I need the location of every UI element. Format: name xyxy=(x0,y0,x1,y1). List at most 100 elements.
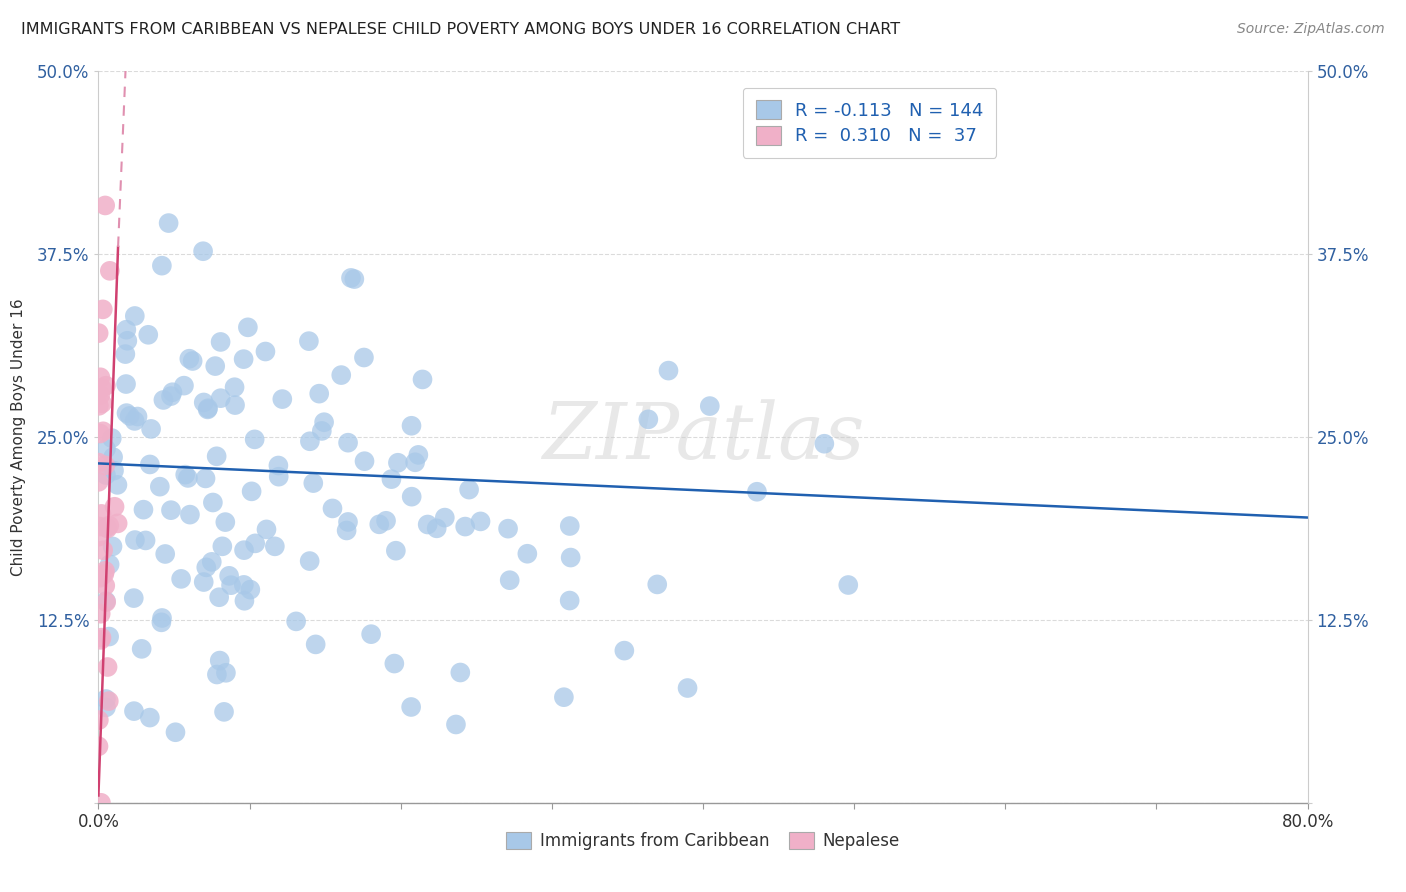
Point xyxy=(298,434,321,449)
Point xyxy=(645,577,668,591)
Point xyxy=(94,564,117,578)
Point xyxy=(96,521,118,535)
Point xyxy=(139,458,162,472)
Point xyxy=(343,272,366,286)
Point xyxy=(152,392,174,407)
Point xyxy=(193,575,215,590)
Point xyxy=(124,533,146,547)
Point xyxy=(90,381,112,395)
Point xyxy=(115,323,138,337)
Point xyxy=(194,471,217,485)
Point xyxy=(98,630,121,644)
Point xyxy=(353,454,375,468)
Text: IMMIGRANTS FROM CARIBBEAN VS NEPALESE CHILD POVERTY AMONG BOYS UNDER 16 CORRELAT: IMMIGRANTS FROM CARIBBEAN VS NEPALESE CH… xyxy=(21,22,900,37)
Point xyxy=(124,414,146,428)
Point xyxy=(89,568,111,582)
Point xyxy=(209,391,232,405)
Point xyxy=(401,418,423,433)
Point xyxy=(87,475,110,489)
Point xyxy=(285,615,308,629)
Point xyxy=(89,519,111,533)
Point xyxy=(173,378,195,392)
Point xyxy=(298,334,321,348)
Point xyxy=(150,615,173,630)
Point xyxy=(382,657,405,671)
Point xyxy=(245,536,267,550)
Point xyxy=(212,705,235,719)
Point xyxy=(375,514,398,528)
Point xyxy=(197,402,219,417)
Point xyxy=(90,507,112,521)
Point xyxy=(90,632,112,647)
Point xyxy=(139,710,162,724)
Point xyxy=(444,717,467,731)
Point xyxy=(89,426,111,441)
Point xyxy=(254,344,277,359)
Point xyxy=(240,484,263,499)
Point xyxy=(181,354,204,368)
Point xyxy=(256,523,278,537)
Point xyxy=(139,422,162,436)
Point xyxy=(157,216,180,230)
Point xyxy=(224,398,246,412)
Point xyxy=(458,483,481,497)
Point xyxy=(103,500,125,514)
Point xyxy=(699,399,721,413)
Point xyxy=(118,409,141,423)
Point xyxy=(90,607,112,621)
Point xyxy=(94,700,117,714)
Point xyxy=(87,399,110,413)
Point xyxy=(449,665,471,680)
Point xyxy=(314,415,336,429)
Point xyxy=(224,380,246,394)
Point xyxy=(336,524,359,538)
Point xyxy=(337,435,360,450)
Point xyxy=(232,578,254,592)
Point xyxy=(454,519,477,533)
Point xyxy=(837,578,859,592)
Point xyxy=(353,351,375,365)
Point xyxy=(305,637,328,651)
Point xyxy=(433,510,456,524)
Point xyxy=(267,458,290,473)
Text: ZIPatlas: ZIPatlas xyxy=(541,399,865,475)
Point xyxy=(676,681,699,695)
Point xyxy=(408,448,430,462)
Point xyxy=(236,320,259,334)
Point xyxy=(117,334,139,348)
Point xyxy=(637,412,659,426)
Point xyxy=(360,627,382,641)
Point xyxy=(91,396,114,410)
Point xyxy=(91,425,114,439)
Point xyxy=(215,665,238,680)
Point xyxy=(404,455,426,469)
Point xyxy=(558,519,581,533)
Point xyxy=(267,469,290,483)
Legend: Immigrants from Caribbean, Nepalese: Immigrants from Caribbean, Nepalese xyxy=(499,825,907,856)
Point xyxy=(560,550,582,565)
Point xyxy=(214,515,236,529)
Point xyxy=(98,558,121,572)
Point xyxy=(657,363,679,377)
Point xyxy=(114,347,136,361)
Point xyxy=(94,198,117,212)
Point xyxy=(165,725,187,739)
Point xyxy=(115,377,138,392)
Point xyxy=(93,567,115,582)
Point xyxy=(516,547,538,561)
Point xyxy=(208,591,231,605)
Point xyxy=(94,692,117,706)
Point xyxy=(122,591,145,606)
Point xyxy=(94,468,117,483)
Point xyxy=(745,484,768,499)
Point xyxy=(96,520,118,534)
Point xyxy=(98,518,121,533)
Point xyxy=(263,539,285,553)
Point xyxy=(115,406,138,420)
Point xyxy=(87,739,110,754)
Point xyxy=(150,611,173,625)
Point xyxy=(201,555,224,569)
Point xyxy=(101,540,124,554)
Point xyxy=(239,582,262,597)
Point xyxy=(153,547,176,561)
